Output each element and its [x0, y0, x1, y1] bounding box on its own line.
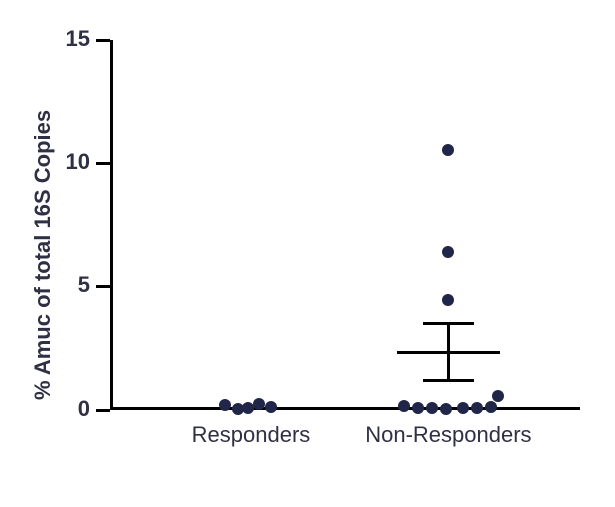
x-axis: [110, 407, 580, 410]
y-tick-label: 5: [46, 272, 90, 298]
y-axis: [110, 40, 113, 410]
chart-container: % Amuc of total 16S Copies 051015Respond…: [0, 0, 615, 507]
y-tick: [96, 409, 110, 412]
y-tick-label: 0: [46, 396, 90, 422]
plot-area: [110, 40, 580, 410]
category-label: Non-Responders: [328, 422, 568, 448]
data-point: [242, 402, 254, 414]
mean-line: [397, 351, 500, 354]
data-point: [471, 402, 483, 414]
y-tick-label: 10: [46, 149, 90, 175]
y-tick: [96, 39, 110, 42]
data-point: [485, 401, 497, 413]
y-tick: [96, 162, 110, 165]
error-cap-top: [423, 322, 475, 325]
data-point: [440, 403, 452, 415]
y-tick-label: 15: [46, 26, 90, 52]
data-point: [265, 401, 277, 413]
y-tick: [96, 285, 110, 288]
error-cap-bottom: [423, 379, 475, 382]
data-point: [412, 402, 424, 414]
data-point: [398, 400, 410, 412]
data-point: [426, 402, 438, 414]
data-point: [457, 402, 469, 414]
